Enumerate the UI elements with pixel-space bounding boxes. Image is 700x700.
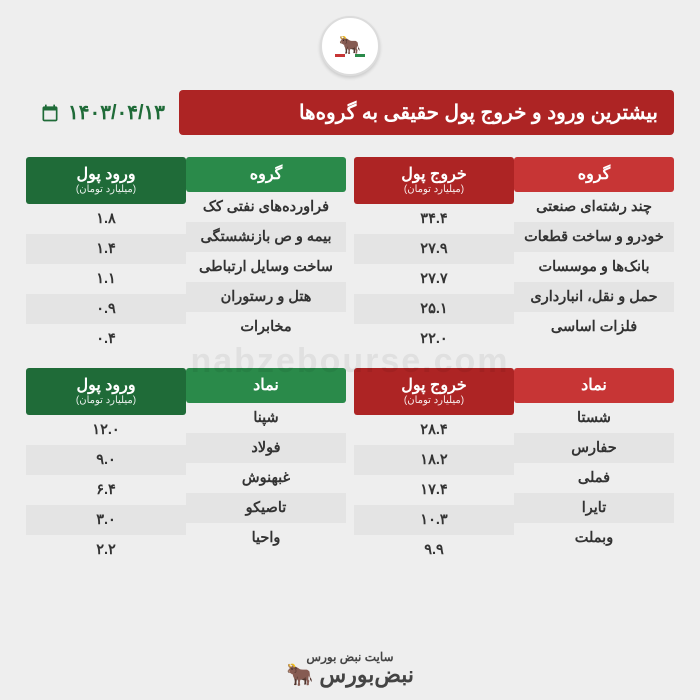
- page-title: بیشترین ورود و خروج پول حقیقی به گروه‌ها: [179, 90, 674, 135]
- inflow-groups-name-col: گروه فراورده‌های نفتی ککبیمه و ص بازنشست…: [186, 157, 346, 354]
- table-cell: چند رشته‌ای صنعتی: [514, 192, 674, 222]
- table-cell: ۱.۱: [26, 264, 186, 294]
- table-cell: وبملت: [514, 523, 674, 553]
- bull-icon: 🐂: [339, 36, 361, 54]
- table-cell: ۳۴.۴: [354, 204, 514, 234]
- outflow-panel: گروه چند رشته‌ای صنعتیخودرو و ساخت قطعات…: [354, 157, 674, 565]
- table-cell: ۰.۴: [26, 324, 186, 354]
- outflow-symbols-value-col: خروج پول (میلیارد تومان) ۲۸.۴۱۸.۲۱۷.۴۱۰.…: [354, 368, 514, 565]
- table-cell: حمل و نقل، انبارداری: [514, 282, 674, 312]
- inflow-panel: گروه فراورده‌های نفتی ککبیمه و ص بازنشست…: [26, 157, 346, 565]
- inflow-symbols-section: نماد شپنافولادغبهنوشتاصیکوواحیا ورود پول…: [26, 368, 346, 565]
- table-cell: ۲۵.۱: [354, 294, 514, 324]
- table-cell: فولاد: [186, 433, 346, 463]
- bull-icon: 🐂: [286, 662, 313, 688]
- table-cell: شستا: [514, 403, 674, 433]
- outflow-groups-value-header: خروج پول (میلیارد تومان): [354, 157, 514, 204]
- inflow-symbols-name-col: نماد شپنافولادغبهنوشتاصیکوواحیا: [186, 368, 346, 565]
- table-cell: ۲۸.۴: [354, 415, 514, 445]
- table-cell: بیمه و ص بازنشستگی: [186, 222, 346, 252]
- date-box: ۱۴۰۳/۰۴/۱۳: [26, 90, 179, 135]
- table-cell: فلزات اساسی: [514, 312, 674, 342]
- table-cell: ۲۷.۹: [354, 234, 514, 264]
- inflow-groups-value-header: ورود پول (میلیارد تومان): [26, 157, 186, 204]
- table-cell: ۱۰.۳: [354, 505, 514, 535]
- table-cell: حفارس: [514, 433, 674, 463]
- table-cell: ۲.۲: [26, 535, 186, 565]
- table-cell: ۹.۰: [26, 445, 186, 475]
- table-cell: ۹.۹: [354, 535, 514, 565]
- table-cell: ۱۲.۰: [26, 415, 186, 445]
- table-cell: شپنا: [186, 403, 346, 433]
- table-cell: خودرو و ساخت قطعات: [514, 222, 674, 252]
- table-cell: ساخت وسایل ارتباطی: [186, 252, 346, 282]
- table-cell: واحیا: [186, 523, 346, 553]
- table-cell: ۲۲.۰: [354, 324, 514, 354]
- outflow-symbols-section: نماد شستاحفارسفملیتایراوبملت خروج پول (م…: [354, 368, 674, 565]
- inflow-symbols-value-header: ورود پول (میلیارد تومان): [26, 368, 186, 415]
- table-cell: تایرا: [514, 493, 674, 523]
- table-cell: ۶.۴: [26, 475, 186, 505]
- table-cell: بانک‌ها و موسسات: [514, 252, 674, 282]
- table-cell: مخابرات: [186, 312, 346, 342]
- inflow-symbols-name-header: نماد: [186, 368, 346, 403]
- table-cell: غبهنوش: [186, 463, 346, 493]
- outflow-symbols-name-header: نماد: [514, 368, 674, 403]
- outflow-symbols-name-col: نماد شستاحفارسفملیتایراوبملت: [514, 368, 674, 565]
- table-cell: ۲۷.۷: [354, 264, 514, 294]
- table-cell: ۱۸.۲: [354, 445, 514, 475]
- table-cell: فراورده‌های نفتی کک: [186, 192, 346, 222]
- table-cell: فملی: [514, 463, 674, 493]
- outflow-groups-section: گروه چند رشته‌ای صنعتیخودرو و ساخت قطعات…: [354, 157, 674, 354]
- table-cell: هتل و رستوران: [186, 282, 346, 312]
- inflow-groups-name-header: گروه: [186, 157, 346, 192]
- footer-brand-text: نبض‌بورس: [319, 662, 414, 688]
- footer-brand: نبض‌بورس 🐂: [286, 662, 414, 688]
- table-cell: ۳.۰: [26, 505, 186, 535]
- inflow-groups-value-col: ورود پول (میلیارد تومان) ۱.۸۱.۴۱.۱۰.۹۰.۴: [26, 157, 186, 354]
- tables-container: nabzebourse.com گروه چند رشته‌ای صنعتیخو…: [26, 157, 674, 565]
- outflow-symbols-value-header: خروج پول (میلیارد تومان): [354, 368, 514, 415]
- table-cell: ۱.۸: [26, 204, 186, 234]
- inflow-groups-section: گروه فراورده‌های نفتی ککبیمه و ص بازنشست…: [26, 157, 346, 354]
- inflow-symbols-value-col: ورود پول (میلیارد تومان) ۱۲.۰۹.۰۶.۴۳.۰۲.…: [26, 368, 186, 565]
- logo-badge: 🐂: [320, 16, 380, 76]
- footer: سایت نبض بورس نبض‌بورس 🐂: [286, 650, 414, 688]
- table-cell: ۱.۴: [26, 234, 186, 264]
- calendar-icon: [40, 103, 60, 123]
- outflow-groups-name-header: گروه: [514, 157, 674, 192]
- date-text: ۱۴۰۳/۰۴/۱۳: [68, 100, 165, 125]
- outflow-groups-name-col: گروه چند رشته‌ای صنعتیخودرو و ساخت قطعات…: [514, 157, 674, 354]
- table-cell: ۰.۹: [26, 294, 186, 324]
- outflow-groups-value-col: خروج پول (میلیارد تومان) ۳۴.۴۲۷.۹۲۷.۷۲۵.…: [354, 157, 514, 354]
- flag-stripes: [335, 54, 365, 57]
- title-row: بیشترین ورود و خروج پول حقیقی به گروه‌ها…: [26, 90, 674, 135]
- table-cell: تاصیکو: [186, 493, 346, 523]
- table-cell: ۱۷.۴: [354, 475, 514, 505]
